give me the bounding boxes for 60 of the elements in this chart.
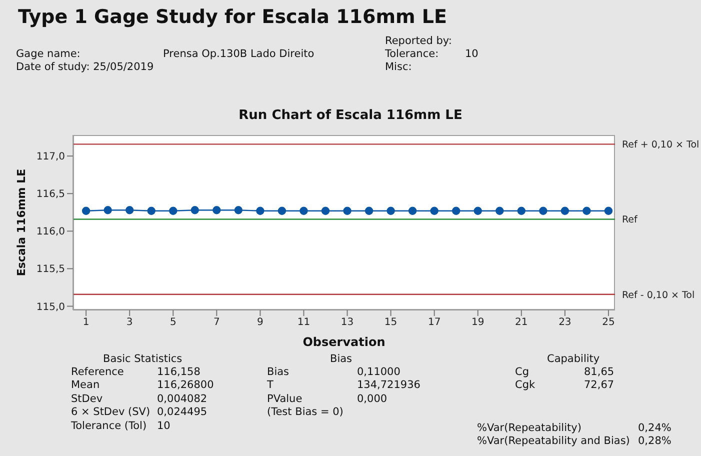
x-tick-label: 3 xyxy=(126,317,133,328)
ref-line-label: Ref xyxy=(622,214,638,226)
text: 6 × StDev (SV) xyxy=(71,406,150,418)
text: 81,65 xyxy=(584,366,614,378)
text: %Var(Repeatability and Bias) xyxy=(477,435,630,447)
text: Reported by: xyxy=(385,35,452,47)
y-tick-label: 116,0 xyxy=(36,226,65,238)
text: Date of study: 25/05/2019 xyxy=(16,61,154,73)
ref-line-label: Ref - 0,10 × Tol xyxy=(622,290,695,301)
text: Mean xyxy=(71,379,100,391)
text: 0,000 xyxy=(357,393,388,405)
y-tick-label: 116,5 xyxy=(36,189,65,200)
text: 0,024495 xyxy=(157,406,208,418)
ref-line-label: Ref + 0,10 × Tol xyxy=(622,140,700,151)
text: 0,24% xyxy=(638,422,672,434)
text: 116,158 xyxy=(157,366,200,378)
x-tick-label: 1 xyxy=(82,317,90,328)
text: %Var(Repeatability) xyxy=(477,422,582,434)
x-tick-label: 21 xyxy=(515,317,528,328)
text: Tolerance: xyxy=(385,48,439,60)
text: Gage name: xyxy=(16,48,80,60)
text: Bias xyxy=(267,366,290,378)
x-tick-label: 11 xyxy=(297,317,310,328)
x-tick-label: 25 xyxy=(602,317,615,328)
text: 0,28% xyxy=(638,435,672,447)
y-tick-label: 115,0 xyxy=(36,302,65,313)
x-tick-label: 23 xyxy=(558,317,572,328)
text: Basic Statistics xyxy=(103,353,182,365)
x-tick-label: 15 xyxy=(384,317,398,328)
x-tick-label: 17 xyxy=(428,317,441,328)
text: Tolerance (Tol) xyxy=(71,420,147,432)
x-tick-label: 13 xyxy=(340,317,354,328)
text: StDev xyxy=(71,393,103,405)
y-tick-label: 115,5 xyxy=(36,264,65,276)
text: Misc: xyxy=(385,61,412,73)
x-tick-label: 7 xyxy=(213,317,220,328)
text: Cgk xyxy=(515,379,536,391)
text: 116,26800 xyxy=(157,379,214,391)
y-tick-label: 117,0 xyxy=(36,152,65,163)
text: Bias xyxy=(330,353,352,365)
chart-subtitle: Run Chart of Escala 116mm LE xyxy=(238,108,464,123)
x-tick-label: 19 xyxy=(472,317,484,328)
text: 72,67 xyxy=(584,379,614,391)
text: 10 xyxy=(157,420,170,432)
text: Capability xyxy=(547,353,600,365)
x-tick-label: 9 xyxy=(257,317,264,328)
text: PValue xyxy=(267,393,302,405)
chart-title: Type 1 Gage Study for Escala 116mm LE xyxy=(18,6,448,28)
text: Prensa Op.130B Lado Direito xyxy=(163,48,314,60)
y-axis-title: Escala 116mm LE xyxy=(14,168,28,276)
text: 0,004082 xyxy=(157,393,208,405)
text: Cg xyxy=(515,366,529,378)
text: 10 xyxy=(465,48,478,60)
text: (Test Bias = 0) xyxy=(267,406,344,418)
text: T xyxy=(267,379,274,391)
x-axis-title: Observation xyxy=(302,335,386,349)
x-tick-label: 5 xyxy=(170,317,176,328)
text: 0,11000 xyxy=(357,366,400,378)
text: 134,721936 xyxy=(357,379,420,391)
text: Reference xyxy=(71,366,124,378)
